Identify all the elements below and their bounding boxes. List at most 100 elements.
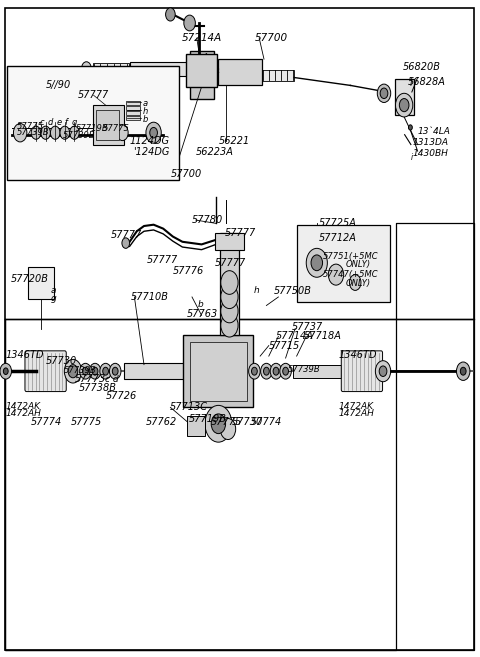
Bar — [126, 111, 140, 115]
Text: 57750B: 57750B — [274, 286, 312, 296]
Circle shape — [3, 368, 8, 374]
Circle shape — [311, 255, 323, 271]
Text: 57774: 57774 — [251, 417, 282, 427]
Bar — [262, 70, 294, 81]
Circle shape — [220, 419, 236, 440]
Bar — [93, 105, 124, 145]
Circle shape — [64, 359, 82, 383]
Circle shape — [13, 124, 27, 142]
Text: '124DG: '124DG — [133, 147, 170, 158]
Text: 57780: 57780 — [192, 215, 223, 225]
Text: 57762: 57762 — [145, 417, 177, 427]
Text: 56223A: 56223A — [196, 147, 234, 158]
Circle shape — [273, 367, 279, 375]
Circle shape — [283, 367, 288, 375]
Text: 57775: 57775 — [103, 124, 130, 133]
Text: 57730: 57730 — [231, 417, 263, 427]
Circle shape — [306, 248, 327, 277]
Text: ONLY): ONLY) — [346, 260, 371, 269]
Circle shape — [109, 363, 121, 379]
Text: 1313DA: 1313DA — [413, 138, 449, 147]
Bar — [183, 335, 253, 407]
Circle shape — [103, 367, 108, 375]
Circle shape — [211, 414, 226, 434]
Bar — [215, 233, 244, 250]
Text: 57713C: 57713C — [169, 402, 207, 413]
Text: g: g — [50, 294, 56, 304]
Text: e: e — [57, 118, 62, 127]
Text: 5//90: 5//90 — [46, 80, 71, 91]
Text: 57747(+5MC: 57747(+5MC — [323, 270, 378, 279]
Circle shape — [375, 361, 391, 382]
Circle shape — [166, 8, 175, 21]
Text: 56820B: 56820B — [403, 62, 441, 72]
Bar — [124, 363, 184, 379]
Text: 57775: 57775 — [17, 122, 44, 131]
Bar — [93, 63, 129, 74]
Circle shape — [0, 363, 12, 379]
Circle shape — [82, 62, 91, 75]
Text: 57739B: 57739B — [63, 366, 96, 375]
Circle shape — [270, 363, 282, 379]
Text: 57777: 57777 — [215, 258, 246, 268]
Circle shape — [249, 363, 260, 379]
Text: 57777: 57777 — [78, 90, 109, 101]
Circle shape — [379, 366, 387, 376]
Text: 57718A: 57718A — [303, 331, 341, 342]
Text: 57739B: 57739B — [17, 128, 50, 137]
Circle shape — [50, 126, 60, 139]
Bar — [395, 79, 414, 115]
Text: c: c — [39, 118, 44, 127]
Text: i: i — [411, 153, 413, 162]
Circle shape — [83, 367, 88, 375]
Text: 57700: 57700 — [254, 33, 288, 43]
Bar — [7, 66, 179, 180]
Text: c d: c d — [105, 374, 118, 384]
Circle shape — [150, 127, 157, 138]
Text: 57715: 57715 — [269, 340, 300, 351]
Circle shape — [280, 363, 291, 379]
Circle shape — [349, 275, 361, 290]
Circle shape — [399, 99, 409, 112]
Circle shape — [460, 367, 466, 375]
Text: 57777: 57777 — [110, 230, 142, 240]
Text: 57700: 57700 — [170, 169, 202, 179]
Circle shape — [408, 125, 412, 130]
Text: 57730: 57730 — [46, 356, 77, 367]
Circle shape — [80, 363, 91, 379]
Text: 1472AH: 1472AH — [339, 409, 375, 419]
Circle shape — [221, 271, 238, 294]
Text: a: a — [143, 99, 148, 108]
Bar — [96, 110, 119, 140]
Bar — [5, 319, 474, 650]
Text: 57726: 57726 — [106, 390, 137, 401]
Circle shape — [261, 363, 272, 379]
Text: g: g — [72, 118, 77, 127]
Text: 56221: 56221 — [218, 136, 250, 147]
Text: 57774: 57774 — [31, 417, 62, 427]
Text: 57214A: 57214A — [181, 33, 222, 43]
Text: 57719B: 57719B — [76, 124, 108, 133]
FancyBboxPatch shape — [25, 351, 66, 392]
Text: 57714A: 57714A — [276, 331, 314, 342]
Text: 57719B: 57719B — [189, 414, 227, 424]
Circle shape — [122, 238, 130, 248]
Bar — [126, 116, 140, 120]
Text: 57751(+5MC: 57751(+5MC — [323, 252, 378, 261]
Bar — [187, 416, 205, 436]
Circle shape — [221, 313, 238, 337]
Circle shape — [89, 363, 101, 379]
Circle shape — [221, 299, 238, 323]
Circle shape — [252, 367, 257, 375]
Circle shape — [264, 367, 269, 375]
Text: 57776: 57776 — [173, 266, 204, 277]
Circle shape — [221, 285, 238, 309]
Circle shape — [92, 367, 98, 375]
Text: 57763: 57763 — [187, 309, 218, 319]
Text: 1472AH: 1472AH — [6, 409, 42, 419]
Circle shape — [328, 264, 344, 285]
Text: 57712A: 57712A — [319, 233, 357, 243]
Text: 57739B: 57739B — [288, 365, 321, 374]
Text: h: h — [253, 286, 259, 295]
Text: 57773: 57773 — [74, 374, 106, 384]
